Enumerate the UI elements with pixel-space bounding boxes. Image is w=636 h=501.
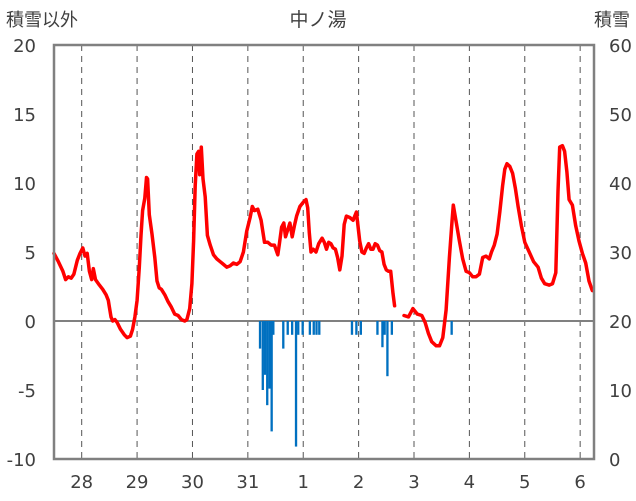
x-tick-label: 29	[126, 472, 149, 493]
y-left-tick-label: 15	[13, 105, 36, 126]
bar-13	[308, 321, 312, 335]
x-tick-label: 30	[181, 472, 204, 493]
bar-3	[266, 321, 269, 406]
y-axis-left-ticks: 20 15 10 5 0 -5 -10	[7, 36, 36, 471]
y-left-tick-label: -5	[18, 381, 36, 402]
bar-17	[350, 321, 354, 335]
bar-24	[390, 321, 394, 335]
snow-bar-series	[258, 321, 453, 447]
plot-frame	[52, 43, 596, 461]
y-left-tick-label: 0	[25, 312, 36, 333]
y-right-tick-label: 50	[609, 105, 632, 126]
y-right-tick-label: 30	[609, 243, 632, 264]
line-segment-1	[402, 143, 595, 348]
y-right-tick-label: 10	[609, 381, 632, 402]
bar-22	[383, 321, 386, 335]
y-axis-right-ticks: 60 50 40 30 20 10 0	[609, 36, 632, 471]
y-left-tick-label: -10	[7, 450, 36, 471]
x-tick-label: 28	[70, 472, 93, 493]
line-segment-0	[52, 145, 397, 340]
bar-25	[450, 321, 453, 335]
bar-23	[386, 321, 389, 377]
bar-16	[318, 321, 321, 335]
y-left-tick-label: 10	[13, 174, 36, 195]
x-tick-label: 4	[464, 472, 475, 493]
bar-15	[315, 321, 318, 335]
chart-title: 中ノ湯	[289, 9, 346, 31]
x-tick-label: 31	[236, 472, 259, 493]
bar-19	[359, 321, 362, 335]
bar-12	[301, 321, 304, 335]
x-tick-label: 1	[298, 472, 309, 493]
bar-7	[282, 321, 285, 349]
x-axis-ticks: 28 29 30 31 1 2 3 4 5 6	[70, 472, 586, 493]
y-right-tick-label: 20	[609, 312, 632, 333]
bar-11	[297, 321, 300, 335]
y-axis-left-label: 積雪以外	[6, 10, 78, 31]
bar-21	[381, 321, 384, 348]
bar-9	[290, 321, 294, 335]
x-tick-label: 2	[353, 472, 364, 493]
bar-8	[286, 321, 289, 335]
bar-20	[376, 321, 379, 335]
bar-0	[258, 321, 262, 349]
y-right-tick-label: 40	[609, 174, 632, 195]
y-right-tick-label: 60	[609, 36, 632, 57]
bar-4	[268, 321, 271, 389]
bar-14	[312, 321, 315, 335]
bar-1	[261, 321, 264, 390]
vertical-gridlines	[81, 45, 581, 459]
y-right-tick-label: 0	[609, 450, 620, 471]
x-tick-label: 3	[408, 472, 419, 493]
bar-6	[272, 321, 275, 335]
bar-18	[355, 321, 358, 335]
bar-5	[270, 321, 273, 432]
y-left-tick-label: 20	[13, 36, 36, 57]
y-axis-right-label: 積雪	[594, 10, 630, 31]
y-left-tick-label: 5	[25, 243, 36, 264]
x-tick-label: 5	[519, 472, 530, 493]
bar-2	[263, 321, 267, 375]
bar-10	[294, 321, 298, 447]
x-tick-label: 6	[574, 472, 585, 493]
temperature-line-series	[52, 143, 595, 348]
